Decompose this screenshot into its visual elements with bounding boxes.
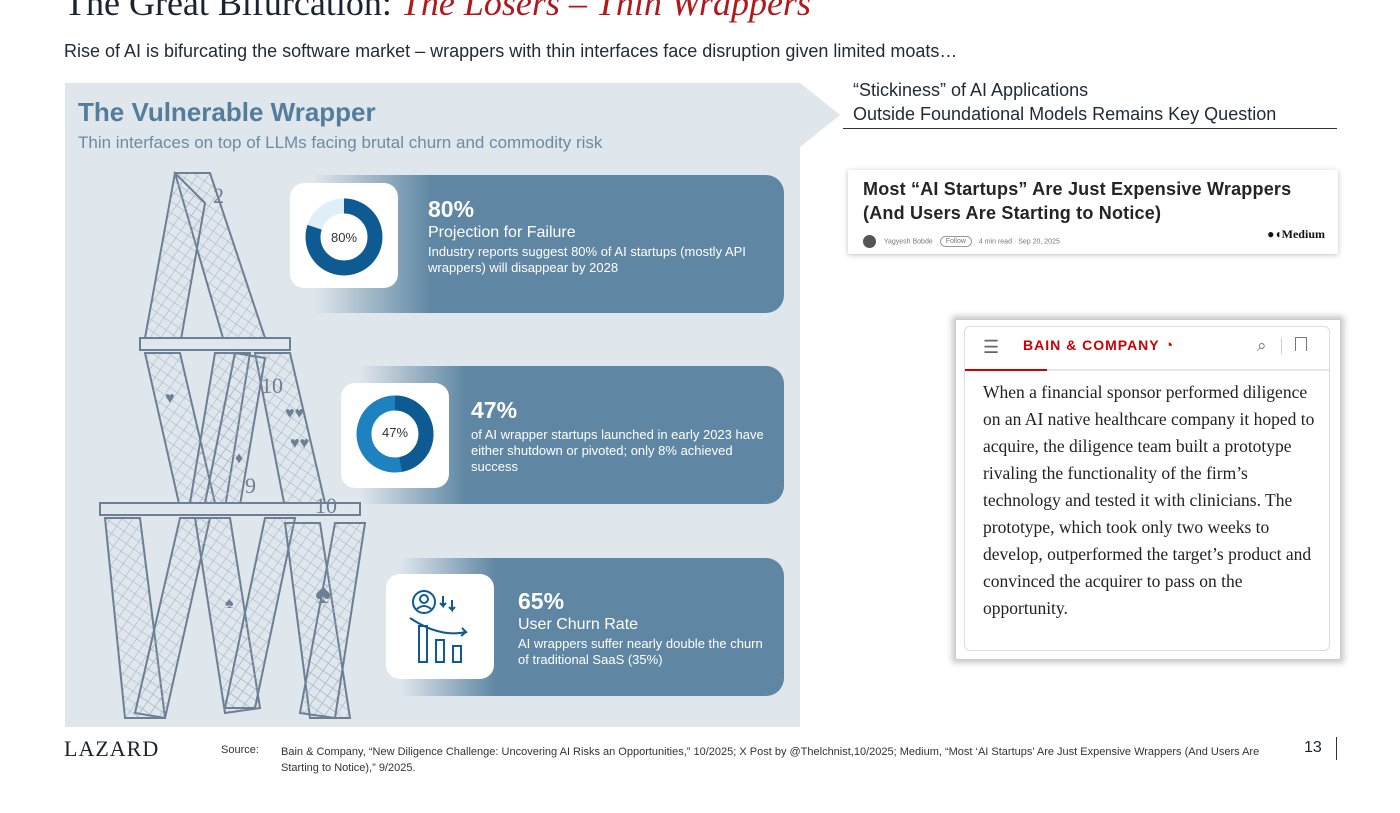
card-label: 2 [213,183,224,208]
stat-value: 80% [428,196,475,222]
medium-logo-icon: ●◖ [1267,227,1282,241]
donut-arc [305,198,383,276]
donut-label: 80% [330,230,358,245]
churn-icon-tile [386,574,494,679]
heart-icon: ♥♥ [290,435,309,452]
donut-tile-47: 47% [341,383,449,488]
medium-article-card[interactable]: Most “AI Startups” Are Just Expensive Wr… [848,170,1338,254]
source-label: Source: [221,744,259,756]
donut-tile-80: 80% [290,183,398,288]
donut-arc [356,395,434,473]
user-churn-icon [409,590,468,663]
stickiness-line-1: “Stickiness” of AI Applications [853,80,1089,100]
bookmark-icon[interactable] [1295,337,1307,351]
stat-description: Industry reports suggest 80% of AI start… [428,244,746,275]
title-accent: The Losers – Thin Wrappers [400,0,811,23]
author-name: Yagyesh Bobde [883,238,933,246]
hamburger-menu-icon[interactable]: ☰ [983,337,1000,357]
card-label: 10 [315,493,337,518]
medium-brand-label: Medium [1281,227,1325,241]
spade-icon: ♠ [225,595,234,612]
header-accent-line [965,369,1047,371]
heart-icon: ♥♥ [285,405,304,422]
stat-value: 47% [471,397,518,423]
card-label: 9 [245,473,256,498]
article-meta: Yagyesh Bobde Follow 4 min read · Sep 20… [863,235,1060,248]
house-of-cards-illustration: 2 10 9 10 ♥ ♥♥ ♥♥ ♦ ♠ ♠ [99,170,367,720]
article-title: Most “AI Startups” Are Just Expensive Wr… [863,177,1291,225]
lazard-logo: LAZARD [64,736,160,761]
bain-logo: BAIN & COMPANY ◔ [1023,337,1174,354]
divider [1281,338,1282,354]
publish-date: Sep 20, 2025 [1018,238,1060,246]
bain-excerpt-card: ☰ BAIN & COMPANY ◔ ⌕ When a financial sp… [955,319,1341,660]
donut-chart-47 [356,395,434,473]
page-number: 13 [1304,739,1322,756]
bain-quote: When a financial sponsor performed dilig… [983,382,1315,618]
bain-compass-icon: ◔ [1164,337,1175,354]
stat-heading: Projection for Failure [428,224,576,241]
follow-button[interactable]: Follow [939,236,972,248]
avatar [863,235,876,248]
stat-description: AI wrappers suffer nearly double the chu… [518,636,763,667]
panel-subtitle: Thin interfaces on top of LLMs facing br… [78,133,603,152]
page-number-bar [1336,737,1337,760]
stickiness-line-2: Outside Foundational Models Remains Key … [853,104,1277,124]
title-main: The Great Bifurcation: [64,0,392,23]
heart-icon: ♥ [165,390,175,407]
medium-brand: ●◖Medium [1267,227,1325,242]
stat-description: of AI wrapper startups launched in early… [471,427,764,474]
diamond-icon: ♦ [235,450,243,467]
card-label: 10 [261,373,283,398]
stat-heading: User Churn Rate [518,616,639,633]
stickiness-heading: “Stickiness” of AI Applications Outside … [853,78,1276,126]
panel-title: The Vulnerable Wrapper [78,97,376,127]
bain-article-frame: ☰ BAIN & COMPANY ◔ ⌕ When a financial sp… [964,326,1330,651]
article-title-line-2: (And Users Are Starting to Notice) [863,203,1162,223]
bain-logo-text: BAIN & COMPANY [1023,337,1160,353]
heading-rule [843,128,1337,129]
slide-subtitle: Rise of AI is bifurcating the software m… [64,41,958,61]
read-time: 4 min read [978,238,1012,246]
article-title-line-1: Most “AI Startups” Are Just Expensive Wr… [863,179,1292,199]
source-text: Bain & Company, “New Diligence Challenge… [281,746,1260,774]
slide-title: The Great Bifurcation: The Losers – Thin… [64,0,811,24]
donut-chart-80 [305,198,383,276]
bain-header-bar: ☰ BAIN & COMPANY ◔ ⌕ [965,327,1329,371]
panel-arrow [800,83,840,147]
stat-value: 65% [518,588,565,614]
donut-label: 47% [381,425,409,440]
search-icon[interactable]: ⌕ [1257,336,1267,355]
spade-icon: ♠ [315,577,331,610]
